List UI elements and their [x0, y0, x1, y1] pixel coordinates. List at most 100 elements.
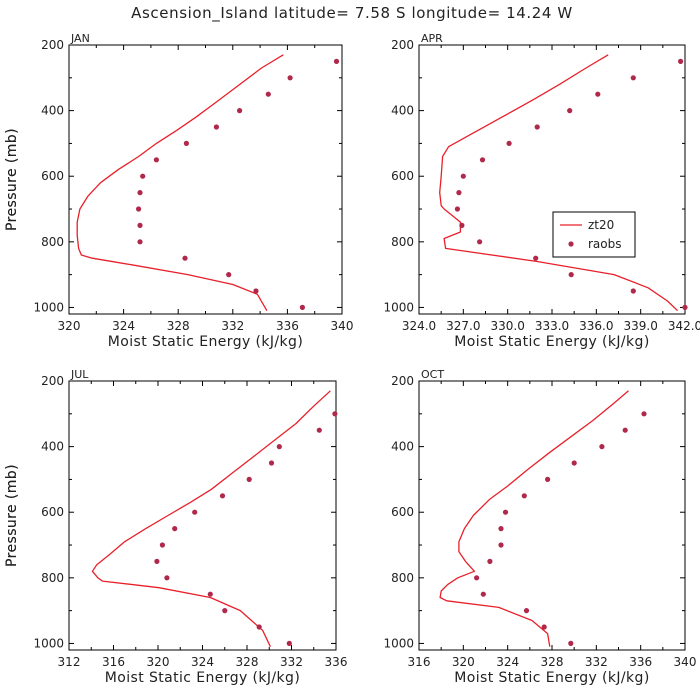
- x-axis-title: Moist Static Energy (kJ/kg): [108, 334, 303, 350]
- series-line-zt20: [76, 54, 284, 312]
- panel-apr: APR 324.0 327.0 330.0 333.0 336.0 339.0 342.0 20…: [4, 32, 700, 350]
- y-tick-label: 400: [391, 104, 414, 118]
- x-tick-label: 333.0: [535, 319, 569, 333]
- plot-frame: [68, 44, 343, 315]
- panel-title: JUL: [70, 368, 89, 381]
- obs-point: [246, 476, 252, 482]
- obs-point: [137, 239, 143, 245]
- obs-point: [287, 75, 293, 81]
- obs-point: [276, 444, 282, 450]
- obs-point: [498, 526, 504, 532]
- x-tick-label: 336: [276, 319, 299, 333]
- obs-point: [502, 509, 509, 515]
- x-tick-label: 332: [585, 655, 608, 669]
- obs-point: [506, 140, 512, 146]
- x-tick-label: 340: [674, 655, 697, 669]
- y-tick-label: 800: [391, 571, 414, 585]
- legend-model-label: zt20: [588, 218, 614, 232]
- x-tick-label: 332: [221, 319, 244, 333]
- panel-oct: OCT 316 320 324 328 332 336 340 200 400 600 800 1000…: [4, 368, 696, 686]
- legend-dot-swatch: [568, 241, 574, 247]
- y-axis-title: Pressure (mb): [4, 128, 20, 231]
- obs-point: [480, 591, 486, 597]
- obs-point: [534, 124, 540, 130]
- x-tick-label: 339.0: [623, 319, 657, 333]
- y-tick-label: 400: [391, 440, 414, 454]
- obs-point: [622, 427, 628, 433]
- y-tick-label: 600: [391, 505, 414, 519]
- y-tick-label: 200: [41, 38, 64, 52]
- obs-point: [332, 411, 338, 417]
- x-tick-label: 330.0: [490, 319, 524, 333]
- panel-title: APR: [421, 32, 443, 45]
- obs-point: [474, 575, 480, 581]
- obs-point: [477, 239, 483, 245]
- obs-point: [153, 157, 159, 163]
- x-tick-label: 342.0: [668, 319, 700, 333]
- obs-point: [456, 190, 462, 196]
- obs-point: [599, 444, 605, 450]
- x-tick-label: 340: [331, 319, 354, 333]
- obs-point: [226, 272, 232, 278]
- x-tick-label: 328: [541, 655, 564, 669]
- legend: zt20 raobs: [552, 211, 636, 258]
- legend-obs-label: raobs: [588, 237, 622, 251]
- y-tick-label: 200: [391, 374, 414, 388]
- panel-jul: JUL 312 316 320 324 328 332 336 200 400 600 800 1000…: [4, 368, 347, 686]
- obs-point: [568, 272, 574, 278]
- x-tick-label: 336: [629, 655, 652, 669]
- x-tick-label: 324: [112, 319, 135, 333]
- obs-point: [207, 591, 213, 597]
- y-tick-label: 600: [41, 169, 64, 183]
- obs-point: [182, 255, 188, 261]
- y-axis-title: Pressure (mb): [4, 128, 20, 231]
- y-tick-label: 800: [41, 571, 64, 585]
- obs-point: [140, 173, 146, 179]
- obs-point: [268, 460, 275, 466]
- obs-point: [630, 288, 636, 294]
- obs-point: [137, 190, 143, 196]
- y-tick-label: 400: [41, 440, 64, 454]
- obs-point: [192, 509, 198, 515]
- obs-point: [316, 427, 322, 433]
- y-tick-label: 400: [41, 104, 64, 118]
- y-tick-label: 1000: [33, 300, 64, 314]
- obs-point: [219, 493, 226, 499]
- y-tick-label: 1000: [33, 636, 64, 650]
- obs-point: [533, 255, 539, 261]
- x-tick-label: 320: [58, 319, 81, 333]
- x-tick-label: 332: [280, 655, 303, 669]
- y-tick-label: 200: [391, 38, 414, 52]
- plot-frame: [68, 380, 337, 651]
- obs-point: [154, 558, 160, 565]
- y-axis-title: Pressure (mb): [4, 464, 20, 567]
- obs-point: [487, 558, 493, 565]
- obs-point: [183, 140, 189, 146]
- obs-point: [571, 460, 577, 466]
- obs-point: [136, 206, 142, 212]
- series-line-zt20: [439, 54, 679, 312]
- x-tick-label: 336.0: [579, 319, 613, 333]
- y-tick-label: 1000: [383, 300, 414, 314]
- y-tick-label: 600: [41, 505, 64, 519]
- x-axis-title: Moist Static Energy (kJ/kg): [454, 670, 649, 686]
- obs-point: [541, 624, 547, 630]
- x-axis-title: Moist Static Energy (kJ/kg): [454, 334, 649, 350]
- panels: JAN 320 324 328 332 336 340 200 400 600 800 1000 Moi…: [4, 32, 700, 686]
- obs-point: [568, 640, 574, 647]
- obs-point: [159, 542, 165, 548]
- panel-title: JAN: [70, 32, 90, 45]
- obs-point: [286, 640, 292, 647]
- obs-point: [265, 91, 271, 97]
- plot-frame: [418, 44, 686, 315]
- obs-point: [630, 75, 636, 81]
- obs-point: [333, 58, 340, 64]
- obs-point: [222, 608, 228, 614]
- obs-point: [641, 411, 647, 417]
- y-tick-label: 800: [391, 235, 414, 249]
- obs-point: [164, 575, 170, 581]
- obs-point: [459, 222, 465, 228]
- x-tick-label: 316: [102, 655, 125, 669]
- plot-frame: [418, 380, 686, 651]
- x-axis-title: Moist Static Energy (kJ/kg): [105, 670, 300, 686]
